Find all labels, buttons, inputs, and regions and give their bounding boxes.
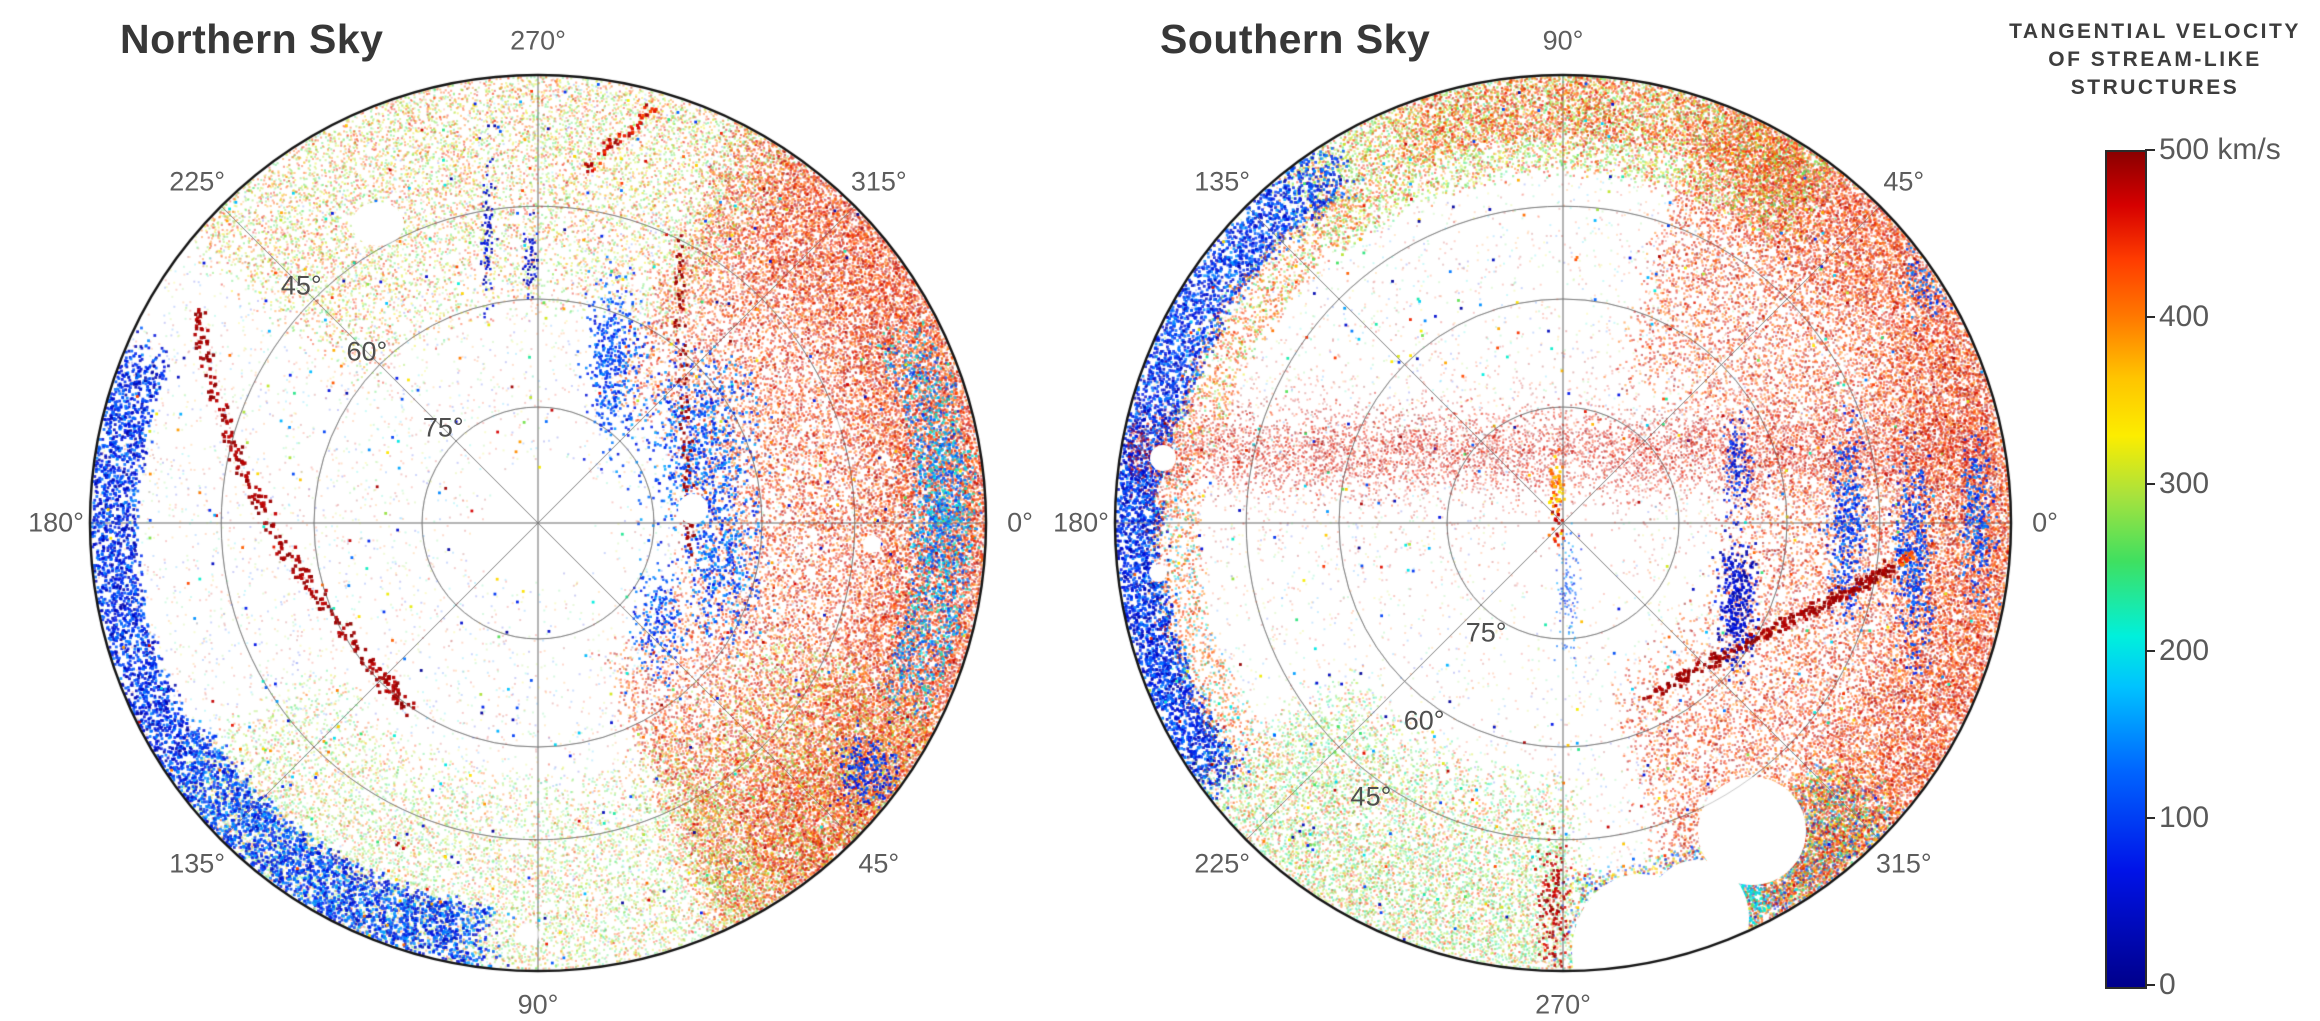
colorbar-title-line-3: STRUCTURES — [2070, 76, 2240, 99]
colorbar-gradient — [2105, 150, 2147, 989]
colorbar-title-line-2: OF STREAM-LIKE — [2048, 48, 2262, 71]
colorbar-title-line-1: TANGENTIAL VELOCITY — [2009, 20, 2301, 43]
panel-title-southern-sky: Southern Sky — [1160, 16, 1431, 62]
panel-title-northern-sky: Northern Sky — [120, 16, 384, 62]
colorbar-title: TANGENTIAL VELOCITY OF STREAM-LIKE STRUC… — [1995, 18, 2315, 102]
